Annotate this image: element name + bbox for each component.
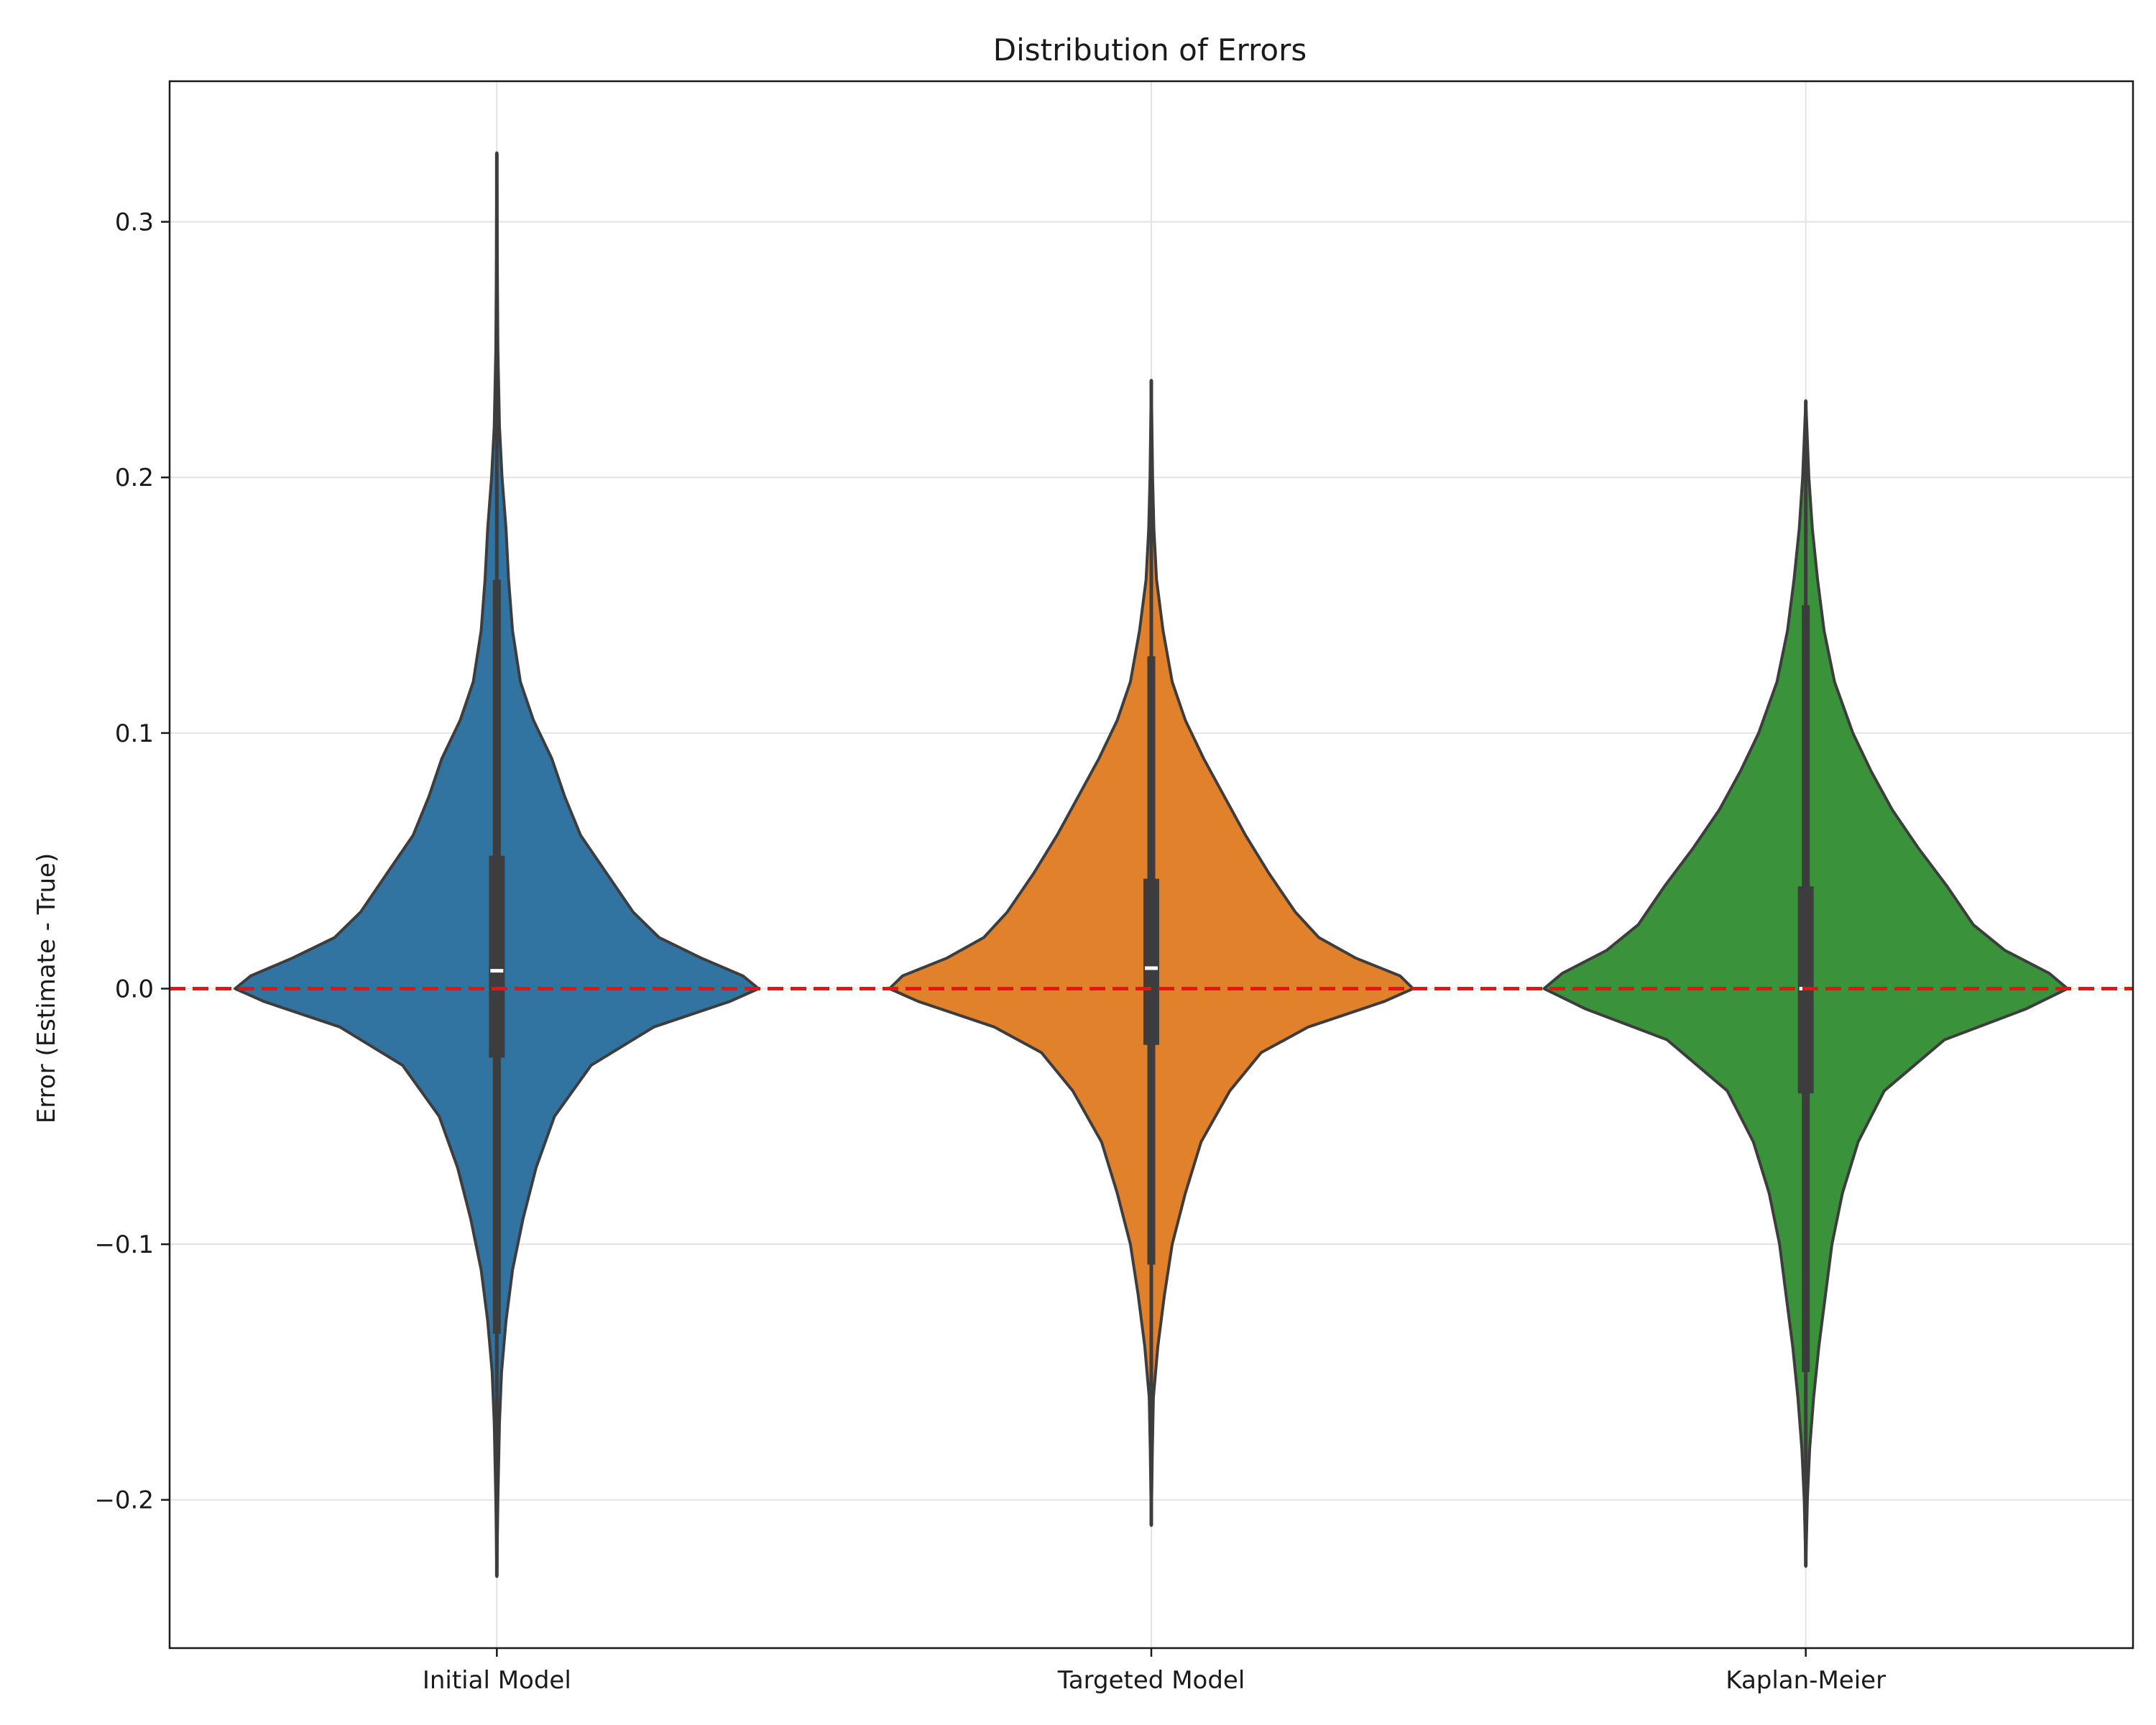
violins bbox=[234, 151, 2069, 1578]
y-tick-label: 0.0 bbox=[115, 975, 154, 1003]
y-tick-label: −0.1 bbox=[94, 1230, 154, 1259]
x-tick-label: Initial Model bbox=[423, 1666, 571, 1695]
violin-iqr-box bbox=[489, 855, 505, 1058]
y-tick-label: 0.1 bbox=[115, 719, 154, 748]
x-tick-label: Kaplan-Meier bbox=[1726, 1666, 1886, 1695]
violin-iqr-box bbox=[1143, 878, 1159, 1045]
y-tick-label: 0.2 bbox=[115, 464, 154, 492]
chart-title: Distribution of Errors bbox=[993, 32, 1307, 68]
x-tick-label: Targeted Model bbox=[1057, 1666, 1245, 1695]
y-tick-label: 0.3 bbox=[115, 208, 154, 237]
y-tick-label: −0.2 bbox=[94, 1486, 154, 1515]
axes: −0.2 −0.1 0.0 0.1 0.2 0.3 Initial Model Targete… bbox=[94, 80, 2134, 1695]
y-axis-title: Error (Estimate - True) bbox=[32, 853, 61, 1124]
